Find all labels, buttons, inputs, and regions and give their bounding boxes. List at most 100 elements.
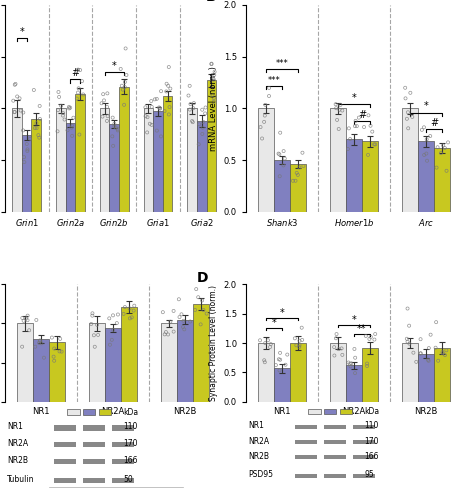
Point xyxy=(24,316,31,324)
Point xyxy=(351,345,358,353)
FancyBboxPatch shape xyxy=(324,409,337,414)
Point xyxy=(296,164,303,172)
Point xyxy=(404,124,412,132)
Point xyxy=(130,302,138,310)
Point xyxy=(31,343,39,351)
Point xyxy=(40,354,48,362)
Point xyxy=(123,71,130,79)
Text: 170: 170 xyxy=(365,436,379,445)
Point xyxy=(344,145,352,153)
Bar xyxy=(33,339,49,402)
Point xyxy=(56,335,64,343)
Point xyxy=(262,101,269,109)
Point xyxy=(121,83,128,91)
Bar xyxy=(119,87,128,212)
Point xyxy=(18,314,26,322)
FancyBboxPatch shape xyxy=(353,425,375,429)
Point xyxy=(199,124,207,131)
Point xyxy=(186,317,194,325)
Text: NR1: NR1 xyxy=(248,422,264,431)
FancyBboxPatch shape xyxy=(295,440,318,444)
Point xyxy=(186,82,193,90)
Point xyxy=(200,118,207,126)
Point xyxy=(159,308,167,316)
Point xyxy=(66,104,74,112)
Point xyxy=(54,127,61,135)
Point xyxy=(50,353,57,361)
Point xyxy=(434,357,442,365)
Point xyxy=(425,344,433,352)
Point xyxy=(114,310,122,318)
Point xyxy=(300,162,307,170)
Bar xyxy=(89,323,105,402)
FancyBboxPatch shape xyxy=(324,425,346,429)
Point xyxy=(195,121,203,128)
Text: Tubulin: Tubulin xyxy=(7,475,35,484)
Point xyxy=(74,65,82,73)
Point xyxy=(265,84,273,92)
Point xyxy=(20,317,27,325)
Point xyxy=(30,86,37,94)
Point xyxy=(292,177,299,185)
Point xyxy=(404,108,412,116)
Text: *: * xyxy=(112,61,117,71)
Point xyxy=(360,123,368,131)
Point xyxy=(266,343,274,351)
Point xyxy=(192,285,200,293)
Point xyxy=(12,80,19,88)
Point xyxy=(338,351,346,359)
FancyBboxPatch shape xyxy=(112,459,134,464)
Bar xyxy=(434,348,450,402)
Point xyxy=(33,124,40,132)
Text: 166: 166 xyxy=(123,456,137,465)
Point xyxy=(365,335,373,343)
Point xyxy=(161,107,168,115)
Point xyxy=(352,117,359,125)
Point xyxy=(126,305,133,312)
Point xyxy=(403,115,410,123)
Point xyxy=(186,106,193,114)
Point xyxy=(35,339,43,347)
Point xyxy=(65,105,73,113)
Point xyxy=(199,130,206,138)
Point xyxy=(108,336,116,344)
Point xyxy=(185,92,192,100)
Point xyxy=(36,115,44,123)
Point xyxy=(355,114,363,122)
FancyBboxPatch shape xyxy=(54,478,76,483)
Point xyxy=(56,347,64,355)
Text: *: * xyxy=(424,102,428,112)
Point xyxy=(202,104,210,112)
Point xyxy=(100,90,107,98)
Text: NR2A: NR2A xyxy=(7,439,28,448)
Point xyxy=(333,330,340,338)
Point xyxy=(13,93,21,101)
Point xyxy=(337,101,344,109)
Point xyxy=(404,305,411,312)
Point xyxy=(114,126,122,134)
Point xyxy=(427,132,434,140)
Point xyxy=(261,358,269,366)
Bar xyxy=(258,109,274,212)
Y-axis label: mRNA Level (norm.): mRNA Level (norm.) xyxy=(209,66,218,151)
Point xyxy=(291,334,299,342)
Text: D: D xyxy=(197,271,208,285)
Point xyxy=(260,356,268,364)
Point xyxy=(276,349,284,357)
Point xyxy=(24,145,31,153)
Point xyxy=(55,88,62,96)
Point xyxy=(143,128,151,136)
Point xyxy=(17,107,25,115)
Point xyxy=(292,341,300,349)
Point xyxy=(26,326,33,334)
Point xyxy=(423,135,430,143)
Point xyxy=(351,369,359,377)
Point xyxy=(280,161,287,169)
Text: *: * xyxy=(272,318,276,328)
Point xyxy=(166,85,174,93)
Point xyxy=(64,126,71,134)
Point xyxy=(210,71,218,79)
FancyBboxPatch shape xyxy=(112,478,134,483)
Point xyxy=(89,311,96,319)
Text: ***: *** xyxy=(275,59,288,68)
